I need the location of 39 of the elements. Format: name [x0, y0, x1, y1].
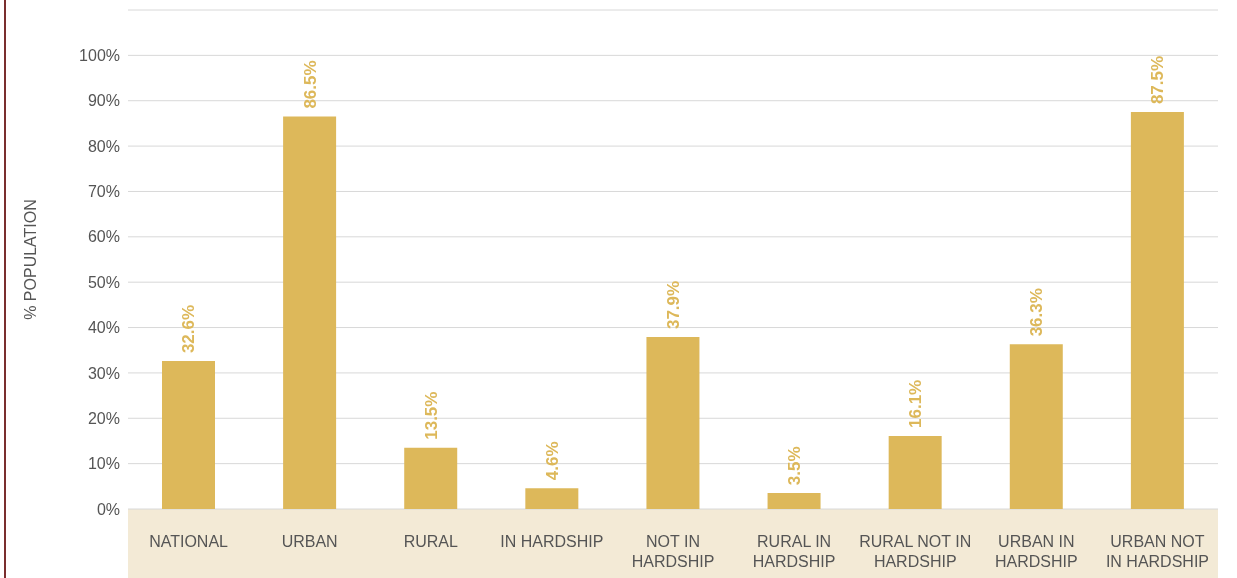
data-label: 3.5% — [785, 446, 805, 486]
x-tick-label: URBAN IN HARDSHIP — [994, 533, 1078, 570]
data-label: 13.5% — [421, 391, 441, 440]
y-tick-label: 50% — [87, 273, 120, 291]
bar — [283, 116, 337, 509]
x-tick-label: NATIONAL — [149, 533, 229, 550]
bar — [525, 488, 579, 509]
y-tick-label: 30% — [87, 364, 120, 382]
data-label: 36.3% — [1027, 288, 1047, 337]
data-label: 37.9% — [663, 280, 683, 330]
bar — [404, 447, 458, 509]
x-tick-label: RURAL IN HARDSHIP — [752, 533, 836, 570]
y-tick-label: 70% — [87, 183, 120, 201]
bar — [767, 493, 821, 509]
y-tick-label: 0% — [96, 500, 120, 518]
y-tick-label: 10% — [87, 455, 120, 473]
bar — [1009, 344, 1063, 509]
bar — [888, 435, 942, 509]
bar — [646, 337, 700, 509]
x-tick-label: IN HARDSHIP — [500, 533, 604, 550]
x-tick-label: URBAN — [281, 533, 338, 550]
data-label: 16.1% — [906, 379, 926, 428]
x-tick-label: URBAN NOT IN HARDSHIP — [1105, 533, 1210, 570]
bar — [162, 361, 215, 509]
data-label: 4.6% — [542, 441, 562, 481]
x-tick-label: RURAL — [403, 533, 458, 550]
y-tick-label: 80% — [87, 137, 120, 155]
y-tick-label: 90% — [87, 92, 120, 110]
y-tick-label: 100% — [79, 47, 120, 65]
x-tick-label: NOT IN HARDSHIP — [631, 533, 715, 570]
y-tick-label: 20% — [87, 409, 120, 427]
bar — [1130, 112, 1184, 509]
data-label: 86.5% — [300, 60, 320, 109]
y-tick-label: 60% — [87, 228, 120, 246]
y-tick-label: 40% — [87, 319, 120, 337]
data-label: 32.6% — [179, 304, 199, 354]
y-axis-title: % POPULATION — [21, 199, 39, 320]
x-tick-label: RURAL NOT IN HARDSHIP — [859, 533, 972, 570]
data-label: 87.5% — [1148, 55, 1168, 105]
